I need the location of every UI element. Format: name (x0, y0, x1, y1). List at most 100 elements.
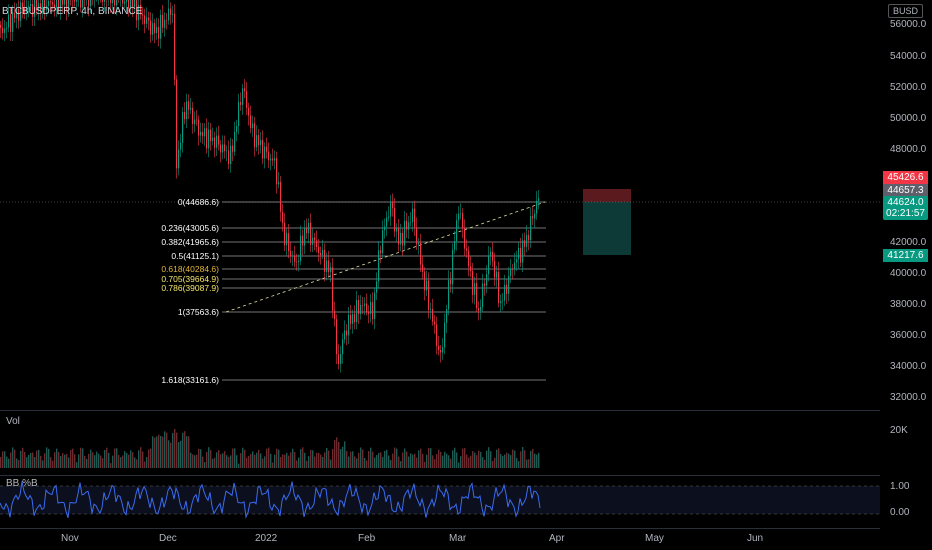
volume-bar (38, 449, 40, 468)
volume-bar (114, 448, 116, 468)
candle-body (458, 213, 460, 221)
currency-badge[interactable]: BUSD (888, 4, 924, 18)
volume-bar (486, 450, 488, 468)
candle-body (390, 201, 392, 217)
candle-body (422, 264, 424, 272)
volume-bar (226, 455, 228, 468)
candle-body (310, 222, 312, 245)
volume-bar (362, 449, 364, 468)
pane-divider[interactable] (0, 475, 880, 476)
candle-body (394, 207, 396, 232)
candle-body (116, 0, 118, 6)
candle-body (132, 0, 134, 7)
volume-bar (322, 456, 324, 468)
volume-bar (266, 448, 268, 468)
candle-body (286, 233, 288, 246)
candle-body (184, 112, 186, 120)
candle-body (258, 135, 260, 146)
volume-bar (276, 448, 278, 468)
volume-bar (140, 447, 142, 468)
volume-bar (256, 452, 258, 468)
volume-bar (92, 452, 94, 468)
volume-bar (48, 448, 50, 468)
candle-body (24, 8, 26, 13)
candle-body (436, 324, 438, 346)
volume-bar (218, 450, 220, 468)
volume-bar (374, 457, 376, 468)
volume-bar (368, 451, 370, 468)
candle-body (244, 88, 246, 92)
candle-body (538, 198, 540, 201)
candle-body (156, 27, 158, 34)
volume-bar (268, 447, 270, 468)
candle-body (194, 119, 196, 124)
volume-bar (152, 436, 154, 468)
volume-bar (22, 447, 24, 468)
price-tick: 56000.0 (890, 19, 927, 30)
volume-bar (76, 462, 78, 468)
volume-bar (348, 456, 350, 468)
candle-body (320, 253, 322, 256)
candle-body (46, 5, 48, 11)
volume-bar (338, 442, 340, 468)
candle-body (504, 284, 506, 301)
candle-body (302, 235, 304, 246)
fib-level-label: 0.618(40284.6) (161, 264, 219, 274)
candle-body (124, 1, 126, 4)
candle-body (398, 228, 400, 245)
volume-bar (352, 451, 354, 468)
time-tick: Nov (61, 533, 79, 544)
candle-body (76, 0, 78, 2)
candle-body (292, 255, 294, 257)
candle-body (330, 267, 332, 273)
volume-bar (414, 453, 416, 468)
candle-body (130, 0, 132, 9)
candle-body (396, 228, 398, 232)
candle-body (432, 308, 434, 322)
pane-divider[interactable] (0, 410, 880, 411)
price-tick: 38000.0 (890, 299, 927, 310)
candle-body (228, 150, 230, 164)
candle-body (170, 8, 172, 15)
volume-bar (110, 463, 112, 468)
candle-body (36, 0, 38, 11)
volume-bar (476, 455, 478, 468)
candle-body (360, 304, 362, 315)
candle-body (182, 112, 184, 143)
candle-body (42, 0, 44, 13)
fib-level-label: 1.618(33161.6) (161, 375, 219, 385)
price-chart[interactable]: 0(44686.6) 0.236(43005.6) 0.382(41965.6) 0.… (0, 0, 880, 410)
volume-bar (216, 452, 218, 468)
candle-body (210, 129, 212, 142)
candle-body (206, 128, 208, 149)
volume-bar (224, 451, 226, 468)
volume-bar (286, 452, 288, 468)
volume-bar (526, 459, 528, 468)
volume-bar (484, 459, 486, 468)
candle-body (172, 13, 174, 15)
candle-body (332, 267, 334, 311)
price-tick: 34000.0 (890, 361, 927, 372)
volume-bar (358, 452, 360, 468)
volume-bar (162, 436, 164, 468)
volume-bar (418, 450, 420, 468)
candle-body (202, 131, 204, 137)
volume-bar (538, 452, 540, 468)
candle-body (226, 150, 228, 152)
candle-body (306, 228, 308, 234)
candle-body (446, 309, 448, 323)
volume-bar (284, 454, 286, 468)
volume-bar (308, 456, 310, 468)
volume-bar (426, 454, 428, 468)
volume-bar (454, 447, 456, 468)
candle-body (514, 262, 516, 270)
volume-bar (342, 446, 344, 468)
candle-body (490, 251, 492, 256)
volume-bar (34, 457, 36, 468)
candle-body (198, 119, 200, 136)
symbol-title: BTCBUSDPERP, 4h, BINANCE (2, 6, 143, 17)
volume-bar (440, 451, 442, 468)
volume-bar (482, 457, 484, 468)
candle-body (410, 222, 412, 223)
volume-bar (328, 450, 330, 468)
